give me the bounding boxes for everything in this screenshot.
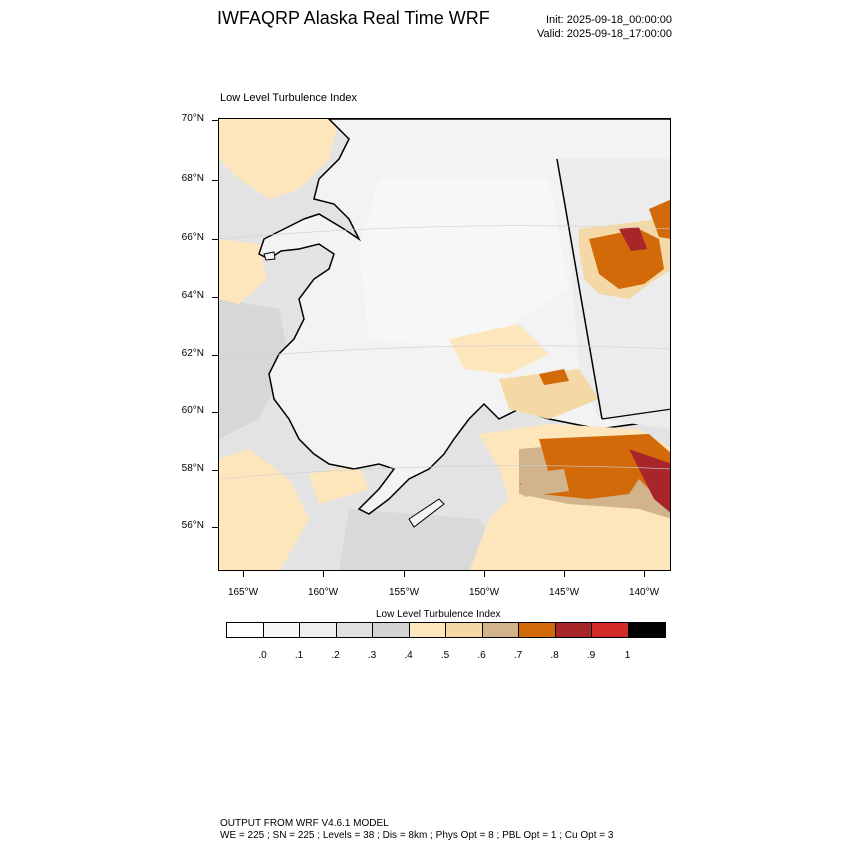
us-canada-border: [556, 158, 603, 420]
colorbar-swatch: [409, 623, 446, 637]
colorbar-swatch: [482, 623, 519, 637]
main-title: IWFAQRP Alaska Real Time WRF: [217, 8, 490, 28]
colorbar-swatch: [336, 623, 373, 637]
colorbar-label: .4: [404, 650, 413, 661]
lon-tick: [564, 571, 565, 577]
colorbar-swatch: [446, 623, 483, 637]
graticule-line: [219, 225, 670, 240]
turb-orange-chugach: [539, 369, 569, 385]
model-footer: OUTPUT FROM WRF V4.6.1 MODEL WE = 225 ; …: [220, 818, 613, 842]
turb-tan-gulf-inner: [519, 469, 569, 497]
lat-tick: [212, 120, 218, 121]
lat-label: 58°N: [181, 463, 204, 474]
lon-label: 165°W: [227, 587, 259, 598]
graticule-line: [219, 465, 670, 480]
map-canvas: [219, 119, 670, 570]
turb-peach-arctic: [219, 119, 339, 199]
colorbar-title: Low Level Turbulence Index: [376, 609, 501, 620]
lon-label: 160°W: [307, 587, 339, 598]
lat-tick: [212, 412, 218, 413]
lon-label: 140°W: [628, 587, 660, 598]
turb-peach-bristol: [309, 464, 369, 504]
lat-tick: [212, 297, 218, 298]
lon-tick: [404, 571, 405, 577]
turb-red-gulf: [629, 449, 670, 513]
colorbar-swatch: [592, 623, 629, 637]
ocean-gray-zone: [219, 299, 289, 439]
colorbar-swatch: [628, 623, 665, 637]
lat-tick: [212, 239, 218, 240]
turb-red-yukon: [619, 227, 647, 251]
turb-peach-chugach: [499, 369, 599, 419]
turb-peach-alaska-range: [449, 324, 549, 374]
turb-peach-southwest: [219, 449, 309, 570]
lon-tick: [484, 571, 485, 577]
colorbar-label: .2: [331, 650, 340, 661]
interior-light: [359, 179, 569, 349]
lat-label: 68°N: [181, 173, 204, 184]
lon-tick: [243, 571, 244, 577]
colorbar: [226, 622, 666, 638]
lat-label: 64°N: [181, 290, 204, 301]
init-time: Init: 2025-09-18_00:00:00: [546, 14, 672, 26]
colorbar-swatch: [263, 623, 300, 637]
colorbar-label: .1: [294, 650, 304, 661]
colorbar-label: 1: [624, 650, 631, 661]
lon-label: 155°W: [388, 587, 420, 598]
lat-label: 66°N: [181, 232, 204, 243]
colorbar-swatch: [373, 623, 410, 637]
lat-label: 70°N: [181, 113, 204, 124]
lon-tick: [644, 571, 645, 577]
lat-tick: [212, 470, 218, 471]
colorbar-label: .6: [477, 650, 486, 661]
colorbar-label: .3: [367, 650, 377, 661]
panel-label: Low Level Turbulence Index: [220, 92, 357, 104]
map-plot: [218, 118, 671, 571]
lat-label: 56°N: [181, 520, 204, 531]
colorbar-swatch: [300, 623, 337, 637]
colorbar-swatch: [555, 623, 592, 637]
colorbar-label: .7: [513, 650, 523, 661]
colorbar-swatch: [519, 623, 556, 637]
lon-tick: [323, 571, 324, 577]
footer-line-1: OUTPUT FROM WRF V4.6.1 MODEL: [220, 818, 389, 829]
turb-peach-bering: [219, 239, 267, 304]
bc-yukon-border: [601, 408, 670, 420]
lat-tick: [212, 527, 218, 528]
lat-label: 62°N: [181, 348, 204, 359]
footer-line-2: WE = 225 ; SN = 225 ; Levels = 38 ; Dis …: [220, 830, 614, 841]
graticule-line: [219, 345, 670, 360]
lon-label: 145°W: [548, 587, 580, 598]
lat-tick: [212, 180, 218, 181]
colorbar-label: .9: [586, 650, 596, 661]
turb-orange-yukon: [589, 229, 664, 289]
colorbar-swatch: [227, 623, 264, 637]
island: [263, 251, 276, 261]
lat-tick: [212, 355, 218, 356]
colorbar-label: .8: [550, 650, 559, 661]
colorbar-label: .0: [258, 650, 267, 661]
kodiak-island: [408, 498, 445, 528]
lat-label: 60°N: [181, 405, 204, 416]
ocean-gray-zone: [339, 509, 518, 570]
valid-time: Valid: 2025-09-18_17:00:00: [537, 28, 672, 40]
init-valid-times: Init: 2025-09-18_00:00:00 Valid: 2025-09…: [537, 13, 672, 41]
lon-label: 150°W: [468, 587, 500, 598]
colorbar-label: .5: [440, 650, 450, 661]
